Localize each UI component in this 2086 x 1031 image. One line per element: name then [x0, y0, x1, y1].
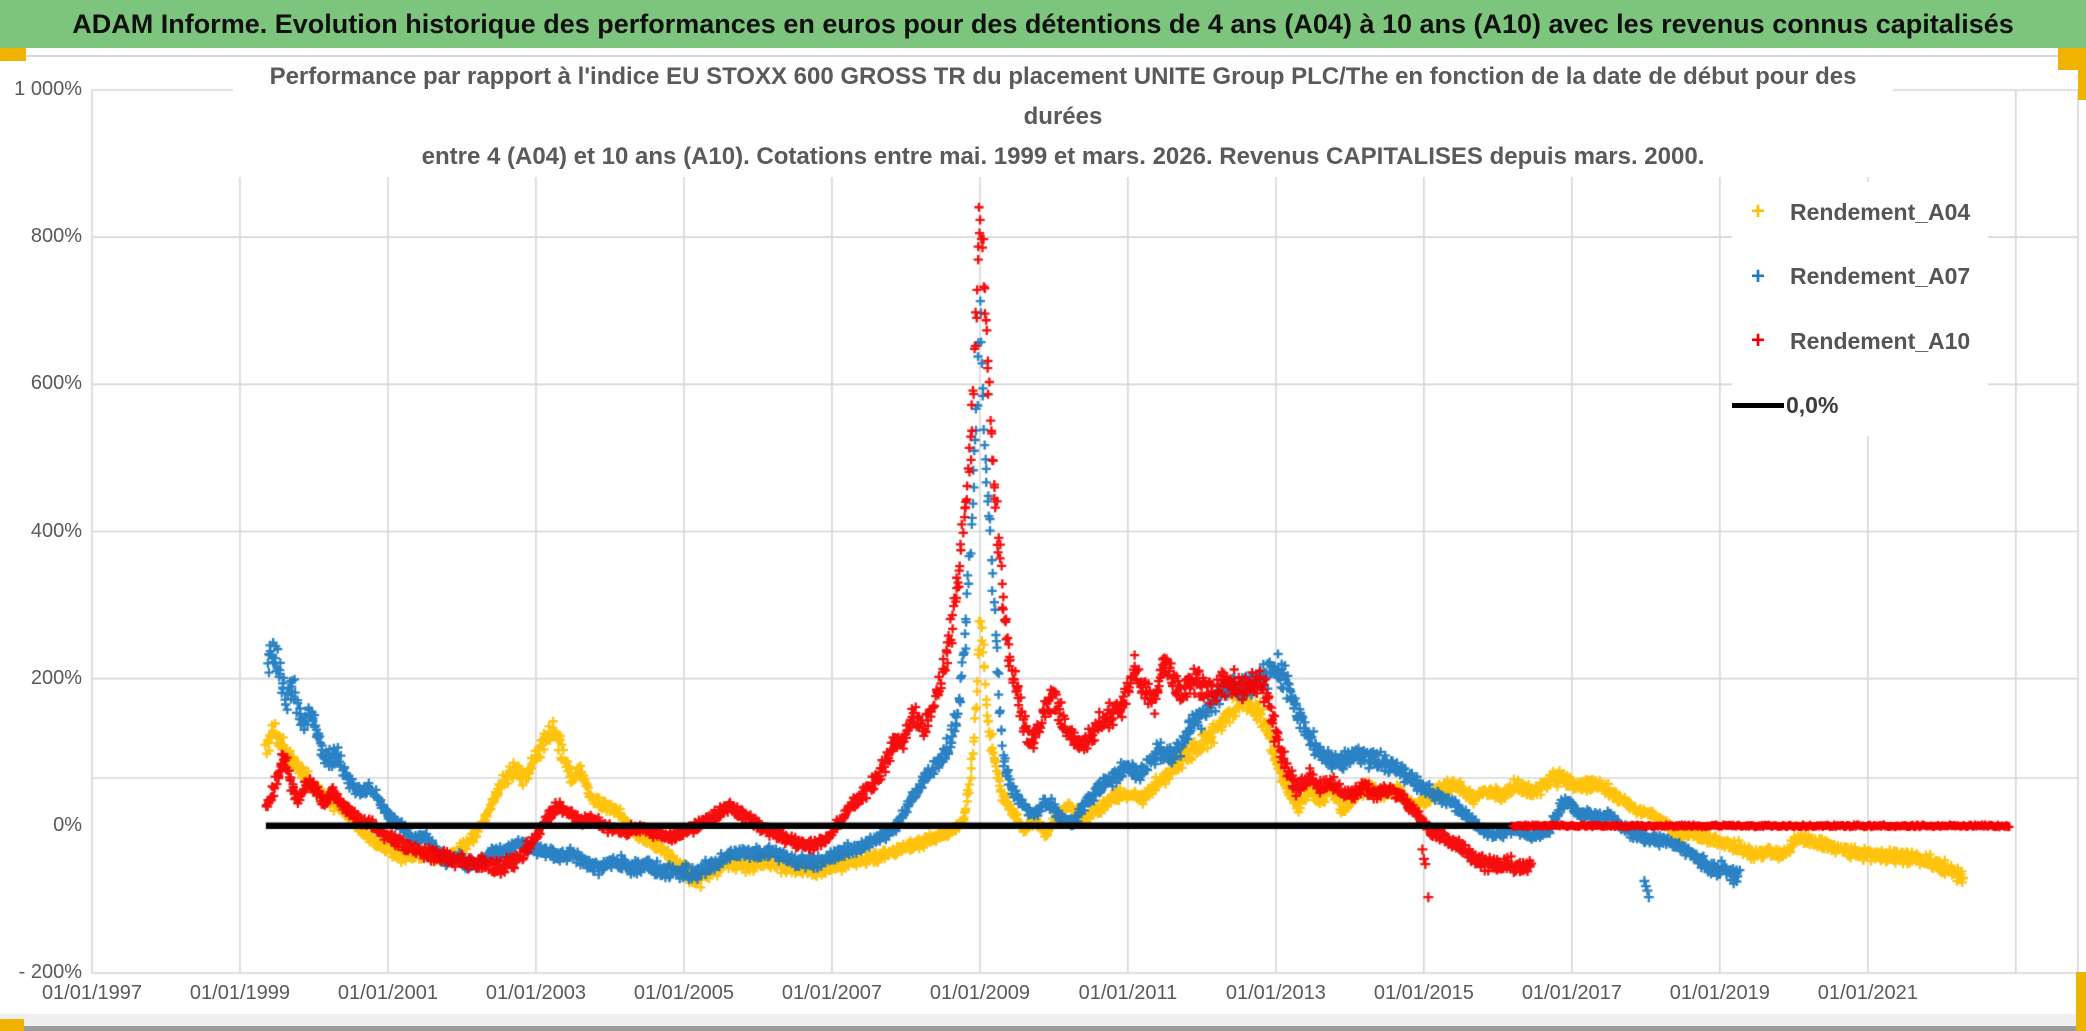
plus-marker-icon: +	[1750, 198, 1765, 225]
chart-subtitle: Performance par rapport à l'indice EU ST…	[233, 57, 1893, 177]
y-axis-tick-label: 600%	[30, 372, 82, 395]
x-axis-tick-label: 01/01/2001	[337, 982, 439, 1004]
bottom-scroll-track[interactable]	[0, 1026, 2086, 1031]
legend-label: 0,0%	[1786, 392, 1839, 419]
accent-corner-top-left	[0, 48, 26, 61]
y-axis-tick-label: - 200%	[18, 961, 82, 983]
plus-marker-icon: +	[1750, 262, 1765, 290]
x-axis-tick-label: 01/01/2015	[1373, 982, 1474, 1004]
x-axis-tick-label: 01/01/2007	[781, 982, 882, 1004]
header-divider	[0, 55, 2086, 57]
report-title: ADAM Informe. Evolution historique des p…	[72, 8, 2014, 39]
y-axis-tick-label: 800%	[30, 225, 82, 248]
chart-legend: + Rendement_A04 + Rendement_A07 + Rendement_A…	[1732, 182, 1988, 436]
accent-corner-bottom-left	[0, 1019, 24, 1031]
report-header-bar: ADAM Informe. Evolution historique des p…	[0, 0, 2086, 48]
y-axis-tick-label: 400%	[30, 519, 82, 542]
chart-subtitle-line2: entre 4 (A04) et 10 ans (A10). Cotations…	[421, 143, 1705, 170]
x-axis-tick-label: 01/01/2019	[1669, 982, 1770, 1004]
x-axis-tick-label: 01/01/2021	[1817, 982, 1918, 1004]
zero-line-swatch-icon	[1732, 403, 1784, 409]
legend-label: Rendement_A04	[1790, 198, 1971, 225]
legend-label: Rendement_A07	[1790, 263, 1971, 290]
x-axis-tick-label: 01/01/2017	[1521, 982, 1622, 1004]
accent-edge-right	[2078, 48, 2086, 100]
legend-item: + Rendement_A07	[1732, 253, 1988, 301]
x-axis-tick-label: 01/01/2011	[1078, 982, 1178, 1004]
y-axis-tick-label: 0%	[53, 813, 82, 836]
bottom-strip	[0, 1014, 2086, 1026]
x-axis-tick-label: 01/01/2005	[633, 982, 734, 1004]
y-axis-tick-label: 200%	[30, 666, 82, 689]
chart-subtitle-line1: Performance par rapport à l'indice EU ST…	[269, 63, 1857, 130]
legend-item: + Rendement_A10	[1732, 317, 1988, 365]
x-axis-tick-label: 01/01/1997	[41, 982, 143, 1004]
x-axis-tick-label: 01/01/2003	[485, 982, 586, 1004]
x-axis-tick-label: 01/01/2013	[1225, 982, 1326, 1004]
legend-item: 0,0%	[1732, 382, 1988, 430]
legend-label: Rendement_A10	[1790, 327, 1971, 354]
accent-corner-bottom-right	[2076, 972, 2086, 1031]
x-axis-tick-label: 01/01/1999	[189, 982, 291, 1004]
plus-marker-icon: +	[1750, 327, 1765, 355]
y-axis-tick-label: 1 000%	[14, 78, 82, 100]
x-axis-tick-label: 01/01/2009	[929, 982, 1030, 1004]
legend-item: + Rendement_A04	[1732, 188, 1988, 236]
